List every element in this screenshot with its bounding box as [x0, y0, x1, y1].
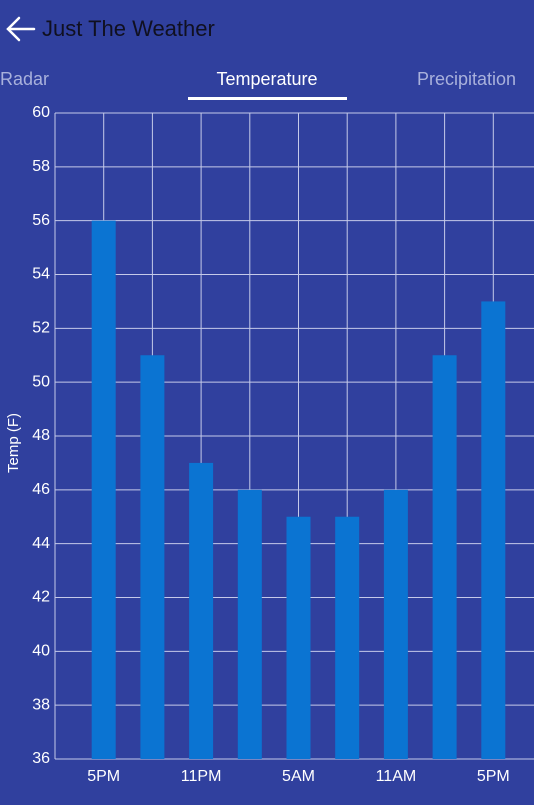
tab-active[interactable]: Temperature [216, 69, 317, 89]
bar [140, 355, 165, 759]
tab[interactable]: Radar [0, 69, 49, 89]
bar [91, 220, 116, 759]
y-tick-label: 52 [32, 320, 50, 337]
x-tick-label: 5PM [87, 768, 120, 785]
bar [432, 355, 457, 759]
y-tick-label: 56 [32, 212, 50, 229]
x-tick-label: 5PM [477, 768, 510, 785]
y-tick-label: 42 [32, 589, 50, 606]
y-tick-label: 50 [32, 373, 50, 390]
y-tick-label: 54 [32, 266, 50, 283]
tab[interactable]: Precipitation [417, 69, 516, 89]
plot: 36 38 40 42 44 46 48 50 52 54 56 58 60 5PM 11PM 5AM 11AM… [32, 104, 534, 785]
bar [286, 516, 311, 759]
y-tick-label: 36 [32, 750, 50, 767]
y-tick-label: 40 [32, 643, 50, 660]
y-tick-label: 60 [32, 104, 50, 121]
y-tick-label: 48 [32, 427, 50, 444]
y-tick-label: 44 [32, 535, 50, 552]
back-button[interactable] [6, 16, 36, 42]
y-axis-label: Temp (F) [5, 413, 22, 473]
bar [383, 489, 408, 759]
y-tick-label: 58 [32, 158, 50, 175]
bar [237, 489, 262, 759]
x-tick-label: 11AM [376, 768, 417, 785]
bar [189, 462, 214, 759]
tab-indicator [188, 97, 347, 100]
bar [335, 516, 360, 759]
x-tick-label: 11PM [181, 768, 222, 785]
app-title: Just The Weather [42, 16, 215, 41]
bar [481, 301, 506, 759]
y-tick-label: 38 [32, 696, 50, 713]
x-tick-label: 5AM [282, 768, 315, 785]
y-tick-label: 46 [32, 481, 50, 498]
